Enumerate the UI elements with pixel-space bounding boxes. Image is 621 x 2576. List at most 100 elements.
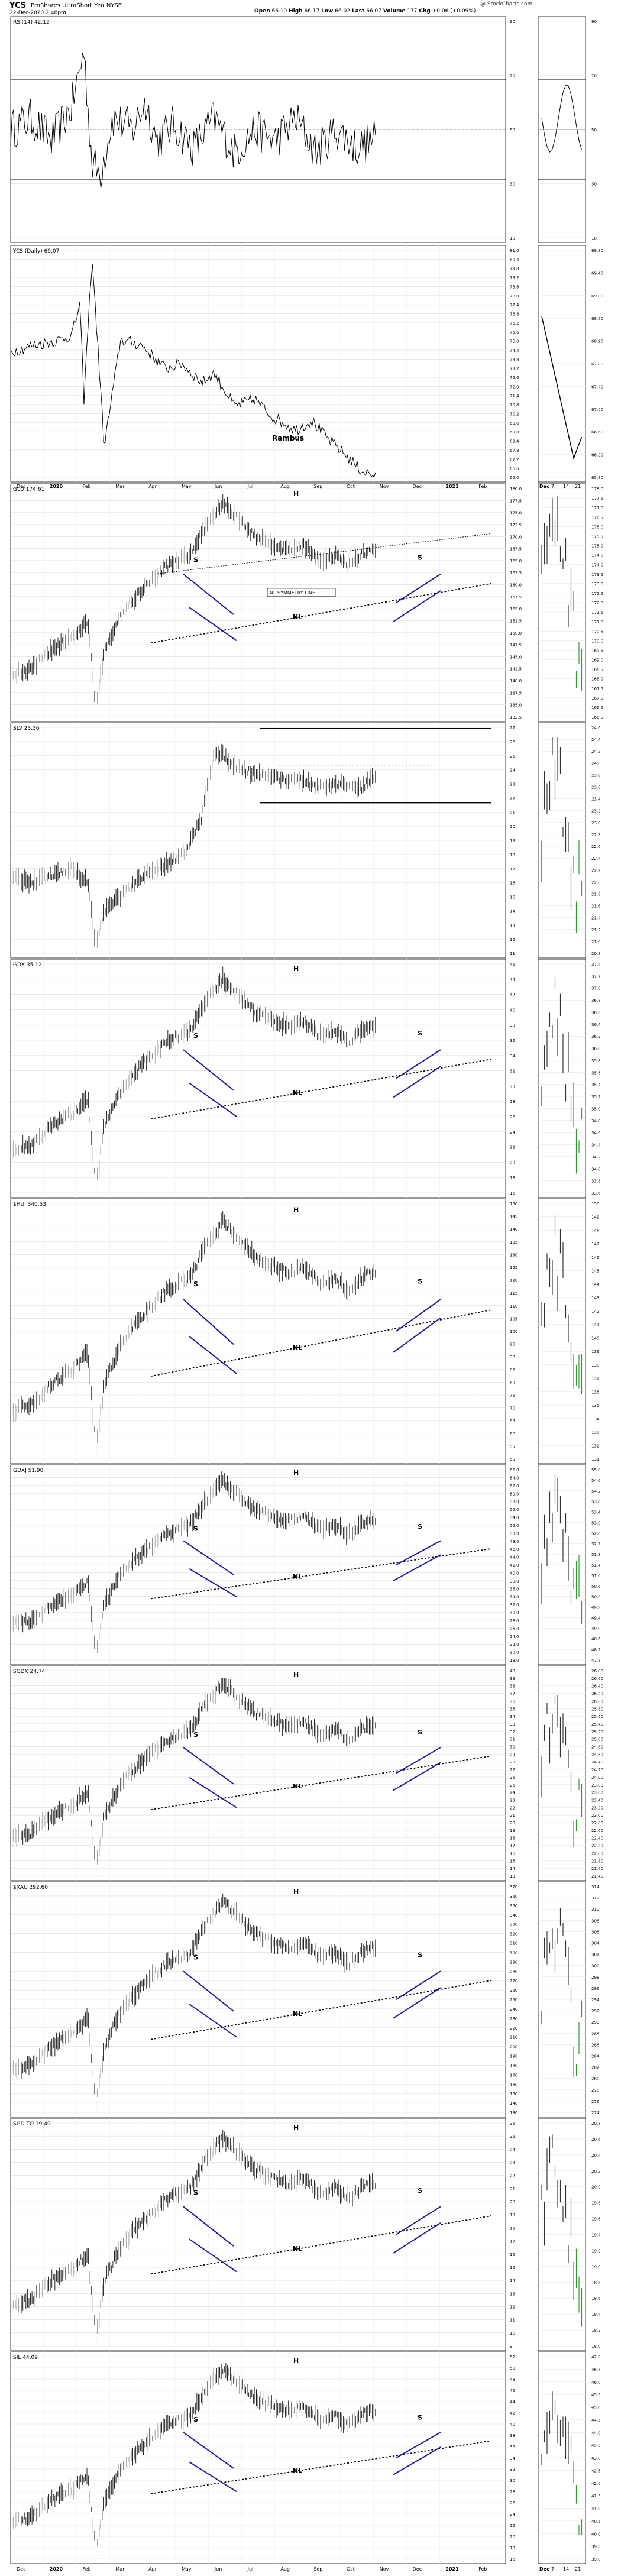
neckline <box>150 582 491 644</box>
left-shoulder-line <box>189 1336 237 1374</box>
y-tick-label: 55 <box>510 1444 515 1449</box>
mini-y-tick-label: 149 <box>591 1215 599 1220</box>
y-tick-label: 76.8 <box>510 312 519 317</box>
mini-y-tick-label: 66.60 <box>591 430 603 435</box>
mini-y-tick-label: 50.6 <box>591 1584 601 1589</box>
mini-y-tick-label: 18.0 <box>591 2344 601 2349</box>
mini-y-tick-label: 46.0 <box>591 2380 601 2385</box>
y-tick-label: 170 <box>510 2073 518 2077</box>
x-tick-label: Feb <box>83 484 91 489</box>
mini-y-tick-label: 22.8 <box>591 833 601 837</box>
mini-y-tick-label: 24.4 <box>591 737 601 742</box>
y-tick-label: 330 <box>510 1923 518 1927</box>
mini-y-tick-label: 49.0 <box>591 1626 601 1631</box>
left-shoulder-line <box>189 2461 237 2493</box>
mini-y-tick-label: 26.00 <box>591 1699 603 1704</box>
y-tick-label: 210 <box>510 2035 518 2040</box>
ycs-line <box>10 264 376 478</box>
x-tick-label: Jun <box>214 2567 222 2572</box>
ycs-label: YCS (Daily) 66.07 <box>12 248 59 254</box>
gld-label: GLD 174.61 <box>13 487 44 493</box>
mini-y-tick-label: 55.0 <box>591 1468 601 1473</box>
left-shoulder-line <box>189 1082 237 1117</box>
y-tick-label: 12 <box>510 2305 515 2309</box>
y-tick-label: 50 <box>510 1457 515 1462</box>
label-left-shoulder: S <box>193 2189 198 2197</box>
y-tick-label: 20.0 <box>510 1651 519 1655</box>
mini-y-tick-label: 66.20 <box>591 453 603 458</box>
x-tick-label: Apr <box>148 2567 157 2572</box>
right-shoulder-line <box>396 2432 441 2458</box>
y-tick-label: 36.0 <box>510 1587 519 1591</box>
mini-y-tick-label: 24.20 <box>591 1768 603 1772</box>
y-tick-label: 180 <box>510 2063 518 2068</box>
mini-y-tick-label: 172.5 <box>591 591 603 596</box>
y-tick-label: 66.0 <box>510 1468 519 1473</box>
y-tick-label: 172.5 <box>510 523 522 528</box>
y-tick-label: 175.0 <box>510 511 522 516</box>
mini-y-tick-label: 68.20 <box>591 339 603 344</box>
mini-y-tick-label: 35.2 <box>591 1095 601 1099</box>
y-tick-label: 140.0 <box>510 679 522 684</box>
y-tick-label: 18 <box>510 1176 515 1180</box>
label-right-shoulder: S <box>418 554 422 562</box>
y-tick-label: 26 <box>510 2121 515 2126</box>
y-tick-label: 27 <box>510 1768 515 1772</box>
y-tick-label: 24 <box>510 2147 515 2152</box>
y-tick-label: 77.4 <box>510 303 519 308</box>
mini-y-tick-label: 36.8 <box>591 998 601 1003</box>
mini-y-tick-label: 22.4 <box>591 856 601 861</box>
mini-y-tick-label: 20.4 <box>591 2153 601 2158</box>
mini-y-tick-label: 172.0 <box>591 601 603 606</box>
mini-y-tick-label: 23.2 <box>591 809 601 814</box>
mini-y-tick-label: 34.8 <box>591 1119 601 1124</box>
y-tick-label: 30 <box>510 1084 515 1089</box>
y-tick-label: 29 <box>510 1752 515 1757</box>
mini-y-tick-label: 42.5 <box>591 2468 601 2473</box>
y-tick-label: 72.0 <box>510 384 519 389</box>
y-tick-label: 24 <box>510 1130 515 1135</box>
mini-y-tick-label: 67.00 <box>591 407 603 412</box>
label-right-shoulder: S <box>418 1951 422 1959</box>
mini-y-tick-label: 24.0 <box>591 761 601 766</box>
high-label: High <box>289 8 303 14</box>
mini-y-tick-label: 65.80 <box>591 475 603 480</box>
mini-y-tick-label: 25.80 <box>591 1707 603 1711</box>
mini-x-tick-label: Dec <box>539 2567 549 2572</box>
mini-y-tick-label: 69.40 <box>591 271 603 276</box>
y-tick-label: 18.0 <box>510 1658 519 1663</box>
y-tick-label: 33 <box>510 1722 515 1727</box>
y-tick-label: 68.4 <box>510 439 519 444</box>
right-shoulder-line <box>393 2446 441 2475</box>
mini-y-tick-label: 177.5 <box>591 496 603 501</box>
mini-y-tick-label: 23.00 <box>591 1813 603 1818</box>
y-tick-label: 30.0 <box>510 1611 519 1616</box>
mini-y-tick-label: 34.2 <box>591 1155 601 1160</box>
y-tick-label: 28 <box>510 1099 515 1104</box>
y-tick-label: 26.0 <box>510 1626 519 1631</box>
label-left-shoulder: S <box>193 1032 198 1040</box>
x-tick-label: Feb <box>478 484 487 489</box>
mini-y-tick-label: 21.40 <box>591 1874 603 1879</box>
mini-y-tick-label: 23.4 <box>591 797 601 802</box>
mini-y-tick-label: 170.0 <box>591 639 603 643</box>
x-tick-label: Aug <box>280 484 290 489</box>
mini-y-tick-label: 141 <box>591 1323 599 1328</box>
mini-y-tick-label: 276 <box>591 2099 600 2104</box>
y-tick-label: 270 <box>510 1979 518 1983</box>
mini-y-tick-label: 282 <box>591 2066 599 2070</box>
y-tick-label: 67.8 <box>510 448 519 453</box>
mini-y-tick-label: 20.0 <box>591 2185 601 2190</box>
mini-y-tick-label: 18.4 <box>591 2312 601 2317</box>
mini-y-tick-label: 292 <box>591 2009 599 2014</box>
open-value: 66.10 <box>271 8 287 14</box>
y-tick-label: 19 <box>510 1829 515 1833</box>
label-left-shoulder: S <box>193 1525 198 1533</box>
date-line: 22-Dec-2020 2:48pm <box>9 10 66 16</box>
mini-y-tick-label: 44.0 <box>591 2431 601 2435</box>
y-tick-label: 157.5 <box>510 595 522 600</box>
right-shoulder-line <box>396 1049 441 1079</box>
y-tick-label: 22 <box>510 796 515 801</box>
y-tick-label: 13 <box>510 1874 515 1879</box>
right-shoulder-line <box>393 1762 441 1791</box>
